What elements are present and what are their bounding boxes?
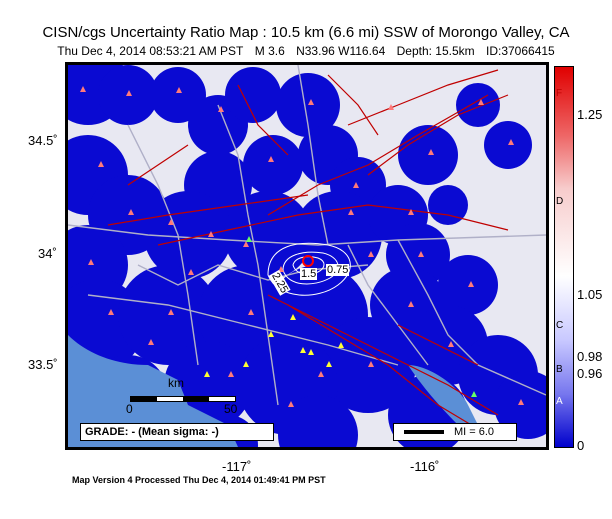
lat-label: 34˚ [38, 246, 57, 261]
scale-line [130, 396, 236, 402]
ocean [68, 335, 238, 447]
lat-label: 33.5˚ [28, 357, 58, 372]
event-id: ID:37066415 [486, 44, 555, 58]
colorbar [554, 66, 574, 448]
stations-green [246, 236, 477, 397]
colorbar-value: 1.05 [577, 287, 603, 302]
lon-label: -117˚ [222, 459, 252, 474]
lat-label: 34.5˚ [28, 133, 58, 148]
event-depth: Depth: 15.5km [396, 44, 475, 58]
mi-bar [404, 430, 444, 434]
colorbar-value: 1.25 [577, 107, 603, 122]
event-date: Thu Dec 4, 2014 08:53:21 AM PST [57, 44, 244, 58]
grade-box: GRADE: - (Mean sigma: -) [80, 423, 274, 441]
colorbar-value: 0.98 [577, 349, 603, 364]
scale-tick: 50 [224, 402, 238, 416]
colorbar-value: 0.96 [577, 366, 603, 381]
contour-label: 0.75 [326, 264, 350, 276]
stations-yellow [204, 314, 344, 377]
map-title: CISN/cgs Uncertainty Ratio Map : 10.5 km… [42, 24, 570, 41]
grade-letter: D [556, 196, 564, 207]
colorbar-value: 0 [577, 438, 585, 453]
scale-tick: 0 [126, 402, 133, 416]
grade-letter: B [556, 364, 563, 375]
map-canvas [68, 65, 546, 447]
mi-label: MI = 6.0 [454, 426, 495, 438]
salton-sea [408, 365, 478, 435]
scale-unit: km [168, 376, 184, 390]
uncertainty-map: 2.25 1.5 0.75 [68, 65, 546, 447]
event-magnitude: M 3.6 [254, 44, 285, 58]
stations [80, 86, 524, 407]
lon-label: -116˚ [410, 459, 440, 474]
map-version-footer: Map Version 4 Processed Thu Dec 4, 2014 … [72, 475, 326, 485]
epicenter-marker [302, 255, 314, 267]
event-info: Thu Dec 4, 2014 08:53:21 AM PST M 3.6 N3… [0, 44, 612, 58]
grade-letter: A [556, 396, 563, 407]
roads [68, 65, 546, 406]
contour-label: 1.5 [300, 268, 318, 280]
event-location: N33.96 W116.64 [296, 44, 386, 58]
mi-legend: MI = 6.0 [393, 423, 517, 441]
grade-letter: F [556, 88, 563, 99]
faults [107, 69, 509, 436]
grade-letter: C [556, 320, 564, 331]
scale-bar: km 0 50 [126, 376, 238, 416]
